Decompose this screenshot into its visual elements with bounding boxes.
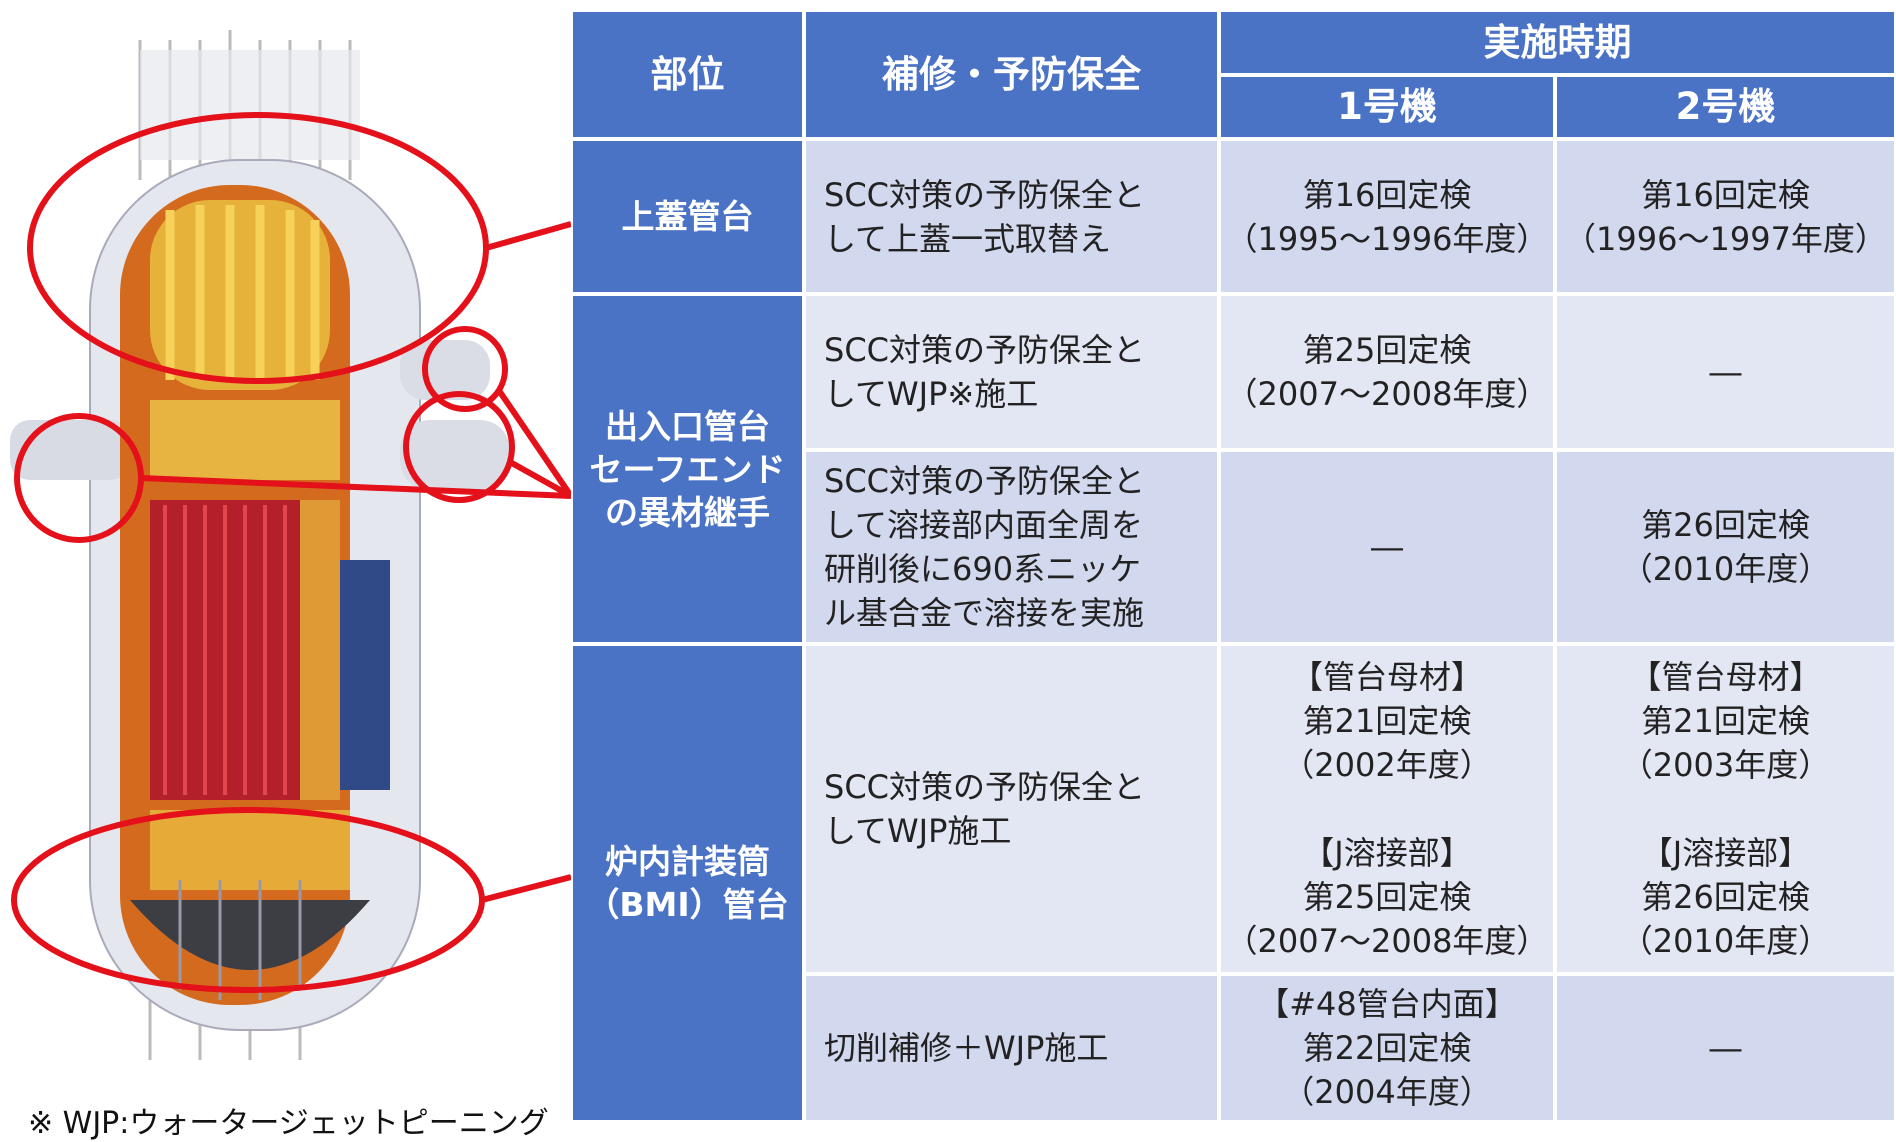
repair-text: 研削後に690系ニッケ <box>824 550 1142 588</box>
repair-cell: SCC対策の予防保全と して上蓋一式取替え <box>804 139 1219 294</box>
period-block: 【管台母材】 第21回定検 （2002年度） <box>1282 655 1491 787</box>
period-block: 【J溶接部】 第26回定検 （2010年度） <box>1621 831 1830 963</box>
period-cell: 第16回定検 （1995～1996年度） <box>1219 139 1555 294</box>
period-text: 第26回定検 <box>1641 878 1810 916</box>
period-text: ― <box>1709 1029 1742 1067</box>
period-cell: ― <box>1219 450 1555 644</box>
period-block: ― <box>1710 350 1742 394</box>
period-block: 【#48管台内面】 第22回定検 （2004年度） <box>1257 982 1517 1114</box>
part-text: 上蓋管台 <box>621 197 754 236</box>
header-cell: 部位 <box>571 10 804 139</box>
repair-text: してWJP施工 <box>824 812 1012 850</box>
period-text: 第16回定検 <box>1641 175 1810 214</box>
period-block: 第16回定検 （1995～1996年度） <box>1226 173 1549 261</box>
period-text: 【#48管台内面】 <box>1257 985 1517 1023</box>
part-cell: 炉内計装筒 （BMI）管台 <box>571 644 804 1122</box>
period-block: 第26回定検 （2010年度） <box>1621 503 1830 591</box>
part-text: 炉内計装筒 <box>605 842 770 881</box>
period-text: 【管台母材】 <box>1629 658 1822 696</box>
period-cell: ― <box>1555 974 1896 1122</box>
period-text: 【J溶接部】 <box>1302 834 1472 872</box>
period-block: 【管台母材】 第21回定検 （2003年度） <box>1621 655 1830 787</box>
period-text: 【管台母材】 <box>1290 658 1483 696</box>
period-text: （2007～2008年度） <box>1225 375 1549 413</box>
period-text: （2002年度） <box>1282 746 1492 784</box>
period-text: 第21回定検 <box>1641 702 1810 740</box>
header-cell: 実施時期 <box>1219 10 1896 75</box>
period-text: ― <box>1371 528 1403 566</box>
period-text: 【J溶接部】 <box>1640 834 1811 872</box>
repair-text: ル基合金で溶接を実施 <box>824 594 1145 632</box>
period-cell: ― <box>1555 294 1896 450</box>
repair-text: SCC対策の予防保全と <box>824 768 1146 806</box>
period-text: 第25回定検 <box>1302 878 1472 916</box>
period-text: （2010年度） <box>1620 922 1831 960</box>
period-text: ― <box>1709 353 1742 391</box>
header-text: 部位 <box>650 52 725 96</box>
footnote: ※ WJP:ウォータージェットピーニング <box>28 1106 549 1141</box>
repair-text: SCC対策の予防保全と <box>824 175 1146 214</box>
header-cell: 1号機 <box>1219 75 1555 139</box>
repair-cell: SCC対策の予防保全と してWJP※施工 <box>804 294 1219 450</box>
repair-cell: SCC対策の予防保全と して溶接部内面全周を 研削後に690系ニッケ ル基合金で溶接を… <box>804 450 1219 644</box>
repair-cell: SCC対策の予防保全と してWJP施工 <box>804 644 1219 974</box>
period-block: 【J溶接部】 第25回定検 （2007～2008年度） <box>1226 831 1549 963</box>
header-cell: 補修・予防保全 <box>804 10 1219 139</box>
header-text: 補修・予防保全 <box>882 52 1141 96</box>
period-cell: 【#48管台内面】 第22回定検 （2004年度） <box>1219 974 1555 1122</box>
period-cell: 【管台母材】 第21回定検 （2003年度） 【J溶接部】 第26回定検 （2010年度） <box>1555 644 1896 974</box>
header-text: 実施時期 <box>1483 20 1632 64</box>
period-text: 第26回定検 <box>1641 506 1810 544</box>
period-text: （2003年度） <box>1620 746 1831 784</box>
reactor-illustration <box>10 30 571 1060</box>
period-block: 第16回定検 （1996～1997年度） <box>1564 173 1887 261</box>
repair-text: して溶接部内面全周を <box>824 506 1144 544</box>
part-text: セーフエンド <box>589 449 786 489</box>
repair-cell: 切削補修＋WJP施工 <box>804 974 1219 1122</box>
period-block: ― <box>1371 525 1403 569</box>
period-cell: 第26回定検 （2010年度） <box>1555 450 1896 644</box>
period-cell: 第16回定検 （1996～1997年度） <box>1555 139 1896 294</box>
part-text: 出入口管台 <box>605 406 770 446</box>
period-text: 第21回定検 <box>1302 702 1472 740</box>
part-text: の異材継手 <box>605 492 770 532</box>
part-text: （BMI）管台 <box>586 885 789 924</box>
period-text: （1995～1996年度） <box>1225 219 1549 258</box>
period-text: 第25回定検 <box>1302 331 1472 369</box>
period-block: 第25回定検 （2007～2008年度） <box>1226 328 1549 416</box>
period-block: ― <box>1710 1026 1742 1070</box>
period-cell: 第25回定検 （2007～2008年度） <box>1219 294 1555 450</box>
repair-text: SCC対策の予防保全と <box>824 331 1146 369</box>
period-text: 第16回定検 <box>1302 175 1472 214</box>
repair-text: してWJP※施工 <box>824 375 1039 413</box>
header-cell: 2号機 <box>1555 75 1896 139</box>
period-text: （2004年度） <box>1282 1073 1492 1111</box>
header-text: 2号機 <box>1675 85 1776 128</box>
part-cell: 上蓋管台 <box>571 139 804 294</box>
period-text: （1996～1997年度） <box>1564 219 1887 258</box>
period-cell: 【管台母材】 第21回定検 （2002年度） 【J溶接部】 第25回定検 （2007～20… <box>1219 644 1555 974</box>
repair-text: 切削補修＋WJP施工 <box>824 1029 1109 1067</box>
repair-text: して上蓋一式取替え <box>824 219 1112 258</box>
period-text: （2010年度） <box>1620 550 1831 588</box>
period-text: （2007～2008年度） <box>1225 922 1549 960</box>
part-cell: 出入口管台 セーフエンド の異材継手 <box>571 294 804 644</box>
header-text: 1号機 <box>1337 85 1437 128</box>
period-text: 第22回定検 <box>1302 1029 1472 1067</box>
repair-text: SCC対策の予防保全と <box>824 462 1146 500</box>
